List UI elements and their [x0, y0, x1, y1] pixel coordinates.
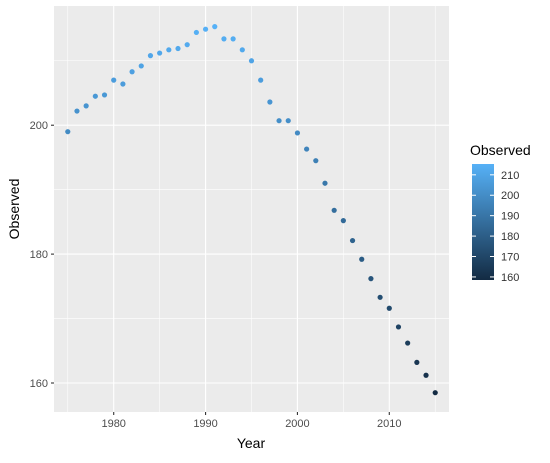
y-axis: 160 180 200 [30, 120, 54, 390]
data-point [423, 372, 429, 378]
data-point [193, 29, 199, 36]
data-point [147, 53, 154, 59]
data-point [202, 26, 209, 32]
data-point [267, 99, 273, 105]
x-axis-title: Year [237, 435, 266, 451]
data-point [349, 237, 356, 244]
data-point [368, 276, 374, 282]
data-point [331, 207, 337, 213]
minor-gridlines [54, 6, 449, 412]
data-point [129, 69, 135, 75]
major-gridlines [54, 6, 449, 412]
data-point [101, 92, 108, 98]
data-point [304, 146, 310, 152]
data-point [395, 324, 402, 330]
data-point [405, 340, 411, 346]
y-tick-label: 180 [30, 249, 48, 261]
data-point [92, 93, 98, 99]
data-point [221, 36, 227, 42]
data-point [340, 218, 346, 224]
x-tick-label: 2000 [285, 418, 309, 430]
data-point [111, 77, 117, 83]
legend-ticks: 210 200 190 180 170 160 [472, 170, 519, 284]
legend-tick-label: 160 [501, 272, 519, 284]
x-tick-label: 1980 [101, 418, 125, 430]
data-point [359, 256, 365, 262]
data-point [414, 359, 420, 365]
legend-tick-label: 210 [501, 170, 519, 182]
legend-tick-label: 180 [501, 231, 519, 243]
data-point [294, 130, 301, 136]
data-point [157, 50, 163, 56]
legend-tick-label: 190 [501, 211, 519, 223]
legend-tick-label: 170 [501, 252, 519, 264]
x-axis: 1980 1990 2000 2010 [101, 412, 402, 430]
data-point [230, 36, 236, 42]
data-point [175, 45, 181, 52]
data-points [65, 24, 438, 396]
x-tick-label: 2010 [377, 418, 401, 430]
data-point [184, 42, 190, 48]
data-point [386, 305, 392, 311]
y-tick-label: 160 [30, 378, 48, 390]
y-axis-title: Observed [6, 179, 22, 240]
legend-colorbar [472, 164, 494, 280]
data-point [432, 390, 438, 396]
data-point [83, 103, 89, 109]
data-point [248, 58, 255, 64]
data-point [377, 294, 383, 300]
data-point [166, 47, 172, 53]
data-point [322, 180, 328, 186]
data-point [212, 24, 218, 30]
data-point [138, 63, 144, 69]
data-point [65, 129, 71, 135]
legend-tick-label: 200 [501, 190, 519, 202]
data-point [313, 158, 319, 164]
legend-title: Observed [470, 142, 531, 158]
data-point [258, 77, 264, 83]
y-tick-label: 200 [30, 120, 48, 132]
color-legend: Observed 210 200 190 180 170 160 [470, 142, 531, 284]
data-point [276, 118, 282, 124]
x-tick-label: 1990 [193, 418, 217, 430]
data-point [239, 47, 245, 53]
data-point [74, 108, 80, 114]
data-point [285, 118, 291, 124]
data-point [120, 81, 126, 87]
